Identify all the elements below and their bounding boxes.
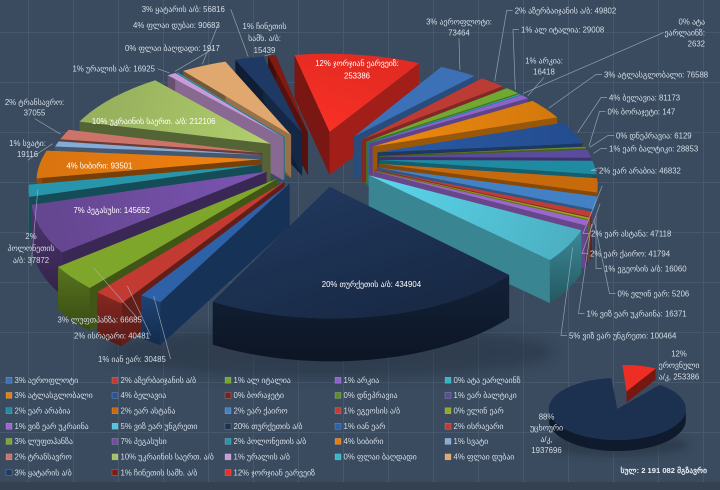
svg-text:0% ელინ ეარ: 5206: 0% ელინ ეარ: 5206 xyxy=(618,289,690,298)
svg-text:5% ვიზ ეარ უნგრეთი: 100464: 5% ვიზ ეარ უნგრეთი: 100464 xyxy=(569,331,677,340)
svg-text:3% ატლასგლობალი: 76588: 3% ატლასგლობალი: 76588 xyxy=(604,70,708,79)
svg-text:1% ეგეოსის ა/ბ: 16060: 1% ეგეოსის ა/ბ: 16060 xyxy=(604,264,687,273)
svg-text:უცხოური: უცხოური xyxy=(530,424,563,433)
svg-text:0% დნეპრავია: 6129: 0% დნეპრავია: 6129 xyxy=(616,131,692,140)
svg-text:2% ისრაეარი: 2% ისრაეარი xyxy=(454,422,504,431)
svg-text:1% ალ იტალია: 1% ალ იტალია xyxy=(234,376,291,385)
svg-text:4% ბელავია: 4% ბელავია xyxy=(121,391,167,400)
svg-text:15439: 15439 xyxy=(254,46,276,55)
svg-text:4% სიბირი: 4% სიბირი xyxy=(344,437,384,446)
svg-text:0% ატა: 0% ატა xyxy=(679,17,705,26)
svg-text:ა/კ,: ა/კ, xyxy=(540,435,552,444)
svg-text:2% ეარ არაბია: 46832: 2% ეარ არაბია: 46832 xyxy=(599,166,681,175)
svg-text:1% სვატი:: 1% სვატი: xyxy=(9,139,46,148)
svg-text:სულ: 2 191 082 მგზავრი: სულ: 2 191 082 მგზავრი xyxy=(621,466,708,476)
svg-text:4% ფლაი დუბაი: 90683: 4% ფლაი დუბაი: 90683 xyxy=(133,21,220,30)
svg-text:1% ჩინეთის: 1% ჩინეთის xyxy=(243,22,287,31)
svg-text:37055: 37055 xyxy=(24,109,46,118)
svg-text:1% ვიზ ეარ უკრაინა: 1% ვიზ ეარ უკრაინა xyxy=(15,422,89,431)
svg-text:1937696: 1937696 xyxy=(531,446,561,455)
svg-text:1% ალ იტალია: 29008: 1% ალ იტალია: 29008 xyxy=(521,25,604,34)
svg-text:19116: 19116 xyxy=(17,150,38,159)
svg-text:ა/ბ: 37872: ა/ბ: 37872 xyxy=(13,256,49,265)
svg-text:2%: 2% xyxy=(25,232,36,241)
svg-text:5% ვიზ ეარ უნგრეთი: 5% ვიზ ეარ უნგრეთი xyxy=(121,422,198,431)
svg-text:ა/კ, 253386: ა/კ, 253386 xyxy=(659,372,699,381)
svg-text:1% ჩინეთის სამხ. ა/ბ: 1% ჩინეთის სამხ. ა/ბ xyxy=(121,468,198,477)
svg-text:1% ურალის ა/ბ: 1% ურალის ა/ბ xyxy=(234,453,290,462)
svg-text:12% ჯორჯიან ეარვეიზ:: 12% ჯორჯიან ეარვეიზ: xyxy=(315,59,399,68)
svg-text:1% ეარ ბალტიკი: 28853: 1% ეარ ბალტიკი: 28853 xyxy=(609,144,698,153)
svg-text:10% უკრაინის საერთ. ა/ბ: 21210: 10% უკრაინის საერთ. ა/ბ: 212106 xyxy=(92,117,216,126)
svg-text:3% აეროფლოტი:: 3% აეროფლოტი: xyxy=(426,17,492,26)
svg-text:73464: 73464 xyxy=(448,28,470,37)
svg-text:3% ყატარის ა/ბ: 56816: 3% ყატარის ა/ბ: 56816 xyxy=(142,5,225,14)
svg-text:1% იან ეარ: 30485: 1% იან ეარ: 30485 xyxy=(98,355,166,364)
svg-text:1% იან ეარ: 1% იან ეარ xyxy=(344,422,386,431)
svg-text:0% დნეპრავია: 0% დნეპრავია xyxy=(344,391,398,400)
svg-text:12%: 12% xyxy=(671,349,687,358)
svg-text:2% ეარ არაბია: 2% ეარ არაბია xyxy=(15,407,71,416)
svg-text:4% სიბირი: 93501: 4% სიბირი: 93501 xyxy=(66,162,132,171)
svg-text:2% პოლონეთის ა/ბ: 2% პოლონეთის ა/ბ xyxy=(234,437,307,446)
svg-text:253386: 253386 xyxy=(344,71,370,80)
svg-text:12% ჯორჯიან ეარვეიზ: 12% ჯორჯიან ეარვეიზ xyxy=(234,468,316,477)
svg-text:7% პეგასუსი: 7% პეგასუსი xyxy=(121,437,167,446)
svg-text:სამხ. ა/ბ:: სამხ. ა/ბ: xyxy=(248,34,281,43)
svg-text:4% ბელავია: 81173: 4% ბელავია: 81173 xyxy=(609,93,680,102)
svg-text:7% პეგასუსი: 145652: 7% პეგასუსი: 145652 xyxy=(73,206,149,215)
svg-text:0% ფლაი ბაღდადი: 0% ფლაი ბაღდადი xyxy=(344,453,417,462)
svg-text:0% ბორაჯეტი: 147: 0% ბორაჯეტი: 147 xyxy=(608,107,676,116)
svg-text:1% ეგეოსის ა/ბ: 1% ეგეოსის ა/ბ xyxy=(344,407,401,416)
svg-text:2% ტრანსავრო: 2% ტრანსავრო xyxy=(15,453,72,462)
svg-text:1% ეარ ბალტიკი: 1% ეარ ბალტიკი xyxy=(454,391,517,400)
svg-text:3% ლუფთჰანზა: 3% ლუფთჰანზა xyxy=(15,437,73,446)
svg-text:2632: 2632 xyxy=(688,39,705,48)
svg-text:3% ლუფთჰანზა: 66685: 3% ლუფთჰანზა: 66685 xyxy=(58,315,143,324)
svg-text:0% ელინ ეარ: 0% ელინ ეარ xyxy=(454,407,504,416)
svg-text:1% ურალის ა/ბ: 16925: 1% ურალის ა/ბ: 16925 xyxy=(73,65,156,74)
svg-text:3% ატლასგლობალი: 3% ატლასგლობალი xyxy=(15,391,93,400)
svg-text:3% ყატარის ა/ბ: 3% ყატარის ა/ბ xyxy=(15,468,72,477)
svg-text:88%: 88% xyxy=(539,412,555,421)
svg-text:1% სვატი: 1% სვატი xyxy=(454,437,489,446)
svg-text:2% აზერბაიჯანის ა/ბ: 2% აზერბაიჯანის ა/ბ xyxy=(121,376,197,385)
svg-text:10% უკრაინის საერთ. ა/ბ: 10% უკრაინის საერთ. ა/ბ xyxy=(121,453,214,462)
svg-text:0% ატა ეარლაინზ: 0% ატა ეარლაინზ xyxy=(454,376,521,385)
svg-text:2% ეარ ქაირო: 41794: 2% ეარ ქაირო: 41794 xyxy=(590,249,671,258)
svg-text:2% ეარ ქაირო: 2% ეარ ქაირო xyxy=(234,407,288,416)
svg-text:1% არკია:: 1% არკია: xyxy=(525,56,563,65)
svg-text:1% არკია: 1% არკია xyxy=(344,376,380,385)
svg-text:20% თურქეთის ა/ბ: 434904: 20% თურქეთის ა/ბ: 434904 xyxy=(322,280,422,289)
svg-text:1% ვიზ ეარ უკრაინა: 16371: 1% ვიზ ეარ უკრაინა: 16371 xyxy=(587,309,687,318)
svg-text:0% ფლაი ბაღდადი: 1917: 0% ფლაი ბაღდადი: 1917 xyxy=(125,44,220,53)
svg-text:2% ისრაეარი: 40481: 2% ისრაეარი: 40481 xyxy=(74,331,150,340)
svg-text:20% თურქეთის ა/ბ: 20% თურქეთის ა/ბ xyxy=(234,422,303,431)
svg-text:0% ბორაჯეტი: 0% ბორაჯეტი xyxy=(234,391,284,400)
svg-text:2% ეარ ასტანა: 2% ეარ ასტანა xyxy=(121,407,176,416)
svg-text:2% ტრანსავრო:: 2% ტრანსავრო: xyxy=(5,98,64,107)
svg-text:ეროვნული: ეროვნული xyxy=(659,361,700,370)
svg-text:4% ფლაი დუბაი: 4% ფლაი დუბაი xyxy=(454,453,515,462)
svg-text:პოლონეთის: პოლონეთის xyxy=(8,244,55,253)
svg-text:ეარლაინზ:: ეარლაინზ: xyxy=(664,28,705,37)
svg-text:2% ეარ ასტანა: 47118: 2% ეარ ასტანა: 47118 xyxy=(591,229,671,238)
svg-text:2% აზერბაიჯანის ა/ბ: 49802: 2% აზერბაიჯანის ა/ბ: 49802 xyxy=(515,6,617,15)
svg-text:3% აეროფლოტი: 3% აეროფლოტი xyxy=(15,376,79,385)
svg-text:16418: 16418 xyxy=(533,67,555,76)
